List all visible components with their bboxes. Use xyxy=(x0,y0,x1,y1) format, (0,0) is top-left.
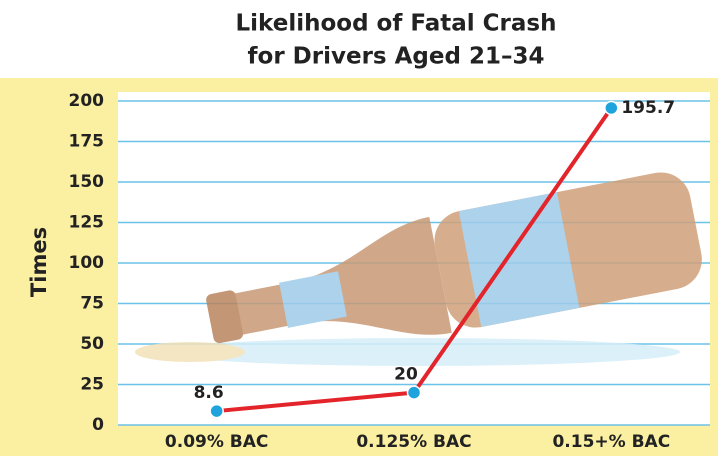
y-tick-label: 25 xyxy=(80,375,104,395)
x-tick-label: 0.125% BAC xyxy=(356,432,471,452)
y-tick-label: 50 xyxy=(80,334,104,354)
data-point xyxy=(408,386,421,399)
y-axis-label: Times xyxy=(27,227,51,297)
data-label: 8.6 xyxy=(194,383,224,403)
page: Likelihood of Fatal Crash for Drivers Ag… xyxy=(0,0,718,456)
y-tick-label: 200 xyxy=(69,91,105,111)
y-tick-label: 125 xyxy=(69,213,105,233)
x-tick-label: 0.15+% BAC xyxy=(552,432,670,452)
y-tick-label: 75 xyxy=(80,294,104,314)
data-label: 195.7 xyxy=(621,98,675,118)
y-tick-label: 100 xyxy=(69,253,105,273)
y-tick-label: 175 xyxy=(69,132,105,152)
chart-title: Likelihood of Fatal Crash xyxy=(236,11,557,37)
chart: Likelihood of Fatal Crash for Drivers Ag… xyxy=(0,0,718,456)
data-point xyxy=(605,101,618,114)
y-tick-label: 0 xyxy=(92,415,104,435)
chart-subtitle: for Drivers Aged 21–34 xyxy=(248,44,545,70)
x-tick-label: 0.09% BAC xyxy=(165,432,269,452)
data-point xyxy=(210,405,223,418)
y-tick-label: 150 xyxy=(69,172,105,192)
data-label: 20 xyxy=(394,365,418,385)
